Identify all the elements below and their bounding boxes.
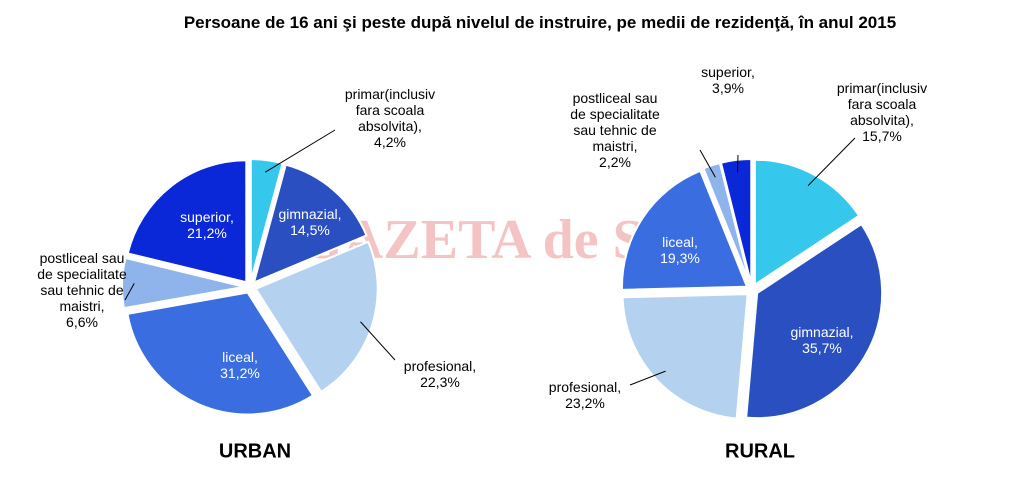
- pie-slice: [621, 293, 749, 420]
- leader-line: [629, 370, 666, 386]
- category-label: liceal,: [222, 349, 258, 365]
- category-label: profesional,: [403, 358, 477, 374]
- pie-slice: [745, 222, 884, 420]
- pie-slice: [702, 161, 752, 285]
- value-label: 31,2%: [220, 365, 260, 381]
- value-label: 15,7%: [862, 128, 902, 144]
- pie-slice: [252, 163, 368, 285]
- slice-label: profesional, 23,2%: [540, 379, 630, 411]
- leader-line: [124, 283, 135, 301]
- slice-label: primar(inclusiv fara scoala absolvita), 4…: [333, 86, 448, 150]
- value-label: 35,7%: [802, 340, 842, 356]
- pie-slice: [621, 169, 749, 291]
- slice-label: superior, 3,9%: [693, 64, 763, 96]
- pie-slice: [126, 291, 315, 416]
- slice-label: postliceal sau de specialitate sau tehni…: [565, 90, 665, 170]
- category-label: superior,: [701, 64, 755, 80]
- pie-title: RURAL: [725, 440, 795, 462]
- pie-slice: [254, 240, 379, 394]
- category-label: primar(inclusiv fara scoala absolvita),: [344, 86, 436, 134]
- category-label: liceal,: [662, 234, 698, 250]
- leader-line: [264, 129, 336, 173]
- pie-slice: [753, 158, 861, 287]
- category-label: postliceal sau de specialitate sau tehni…: [570, 90, 660, 154]
- slice-label: liceal, 31,2%: [200, 349, 280, 381]
- slice-label: profesional, 22,3%: [395, 358, 485, 390]
- value-label: 6,6%: [66, 314, 98, 330]
- slice-label: gimnazial, 14,5%: [265, 206, 355, 238]
- value-label: 2,2%: [599, 154, 631, 170]
- value-label: 3,9%: [712, 80, 744, 96]
- category-label: profesional,: [548, 379, 622, 395]
- leader-line: [699, 149, 716, 178]
- category-label: superior,: [180, 209, 234, 225]
- pie-slice: [126, 159, 248, 284]
- slice-label: postliceal sau de specialitate sau tehni…: [37, 250, 127, 330]
- pie-slice: [121, 256, 245, 310]
- slice-label: superior, 21,2%: [167, 209, 247, 241]
- chart-title: Persoane de 16 ani şi peste după nivelul…: [184, 13, 896, 32]
- pie-title: URBAN: [219, 440, 291, 462]
- category-label: gimnazial,: [278, 206, 342, 222]
- category-label: postliceal sau de specialitate sau tehni…: [37, 250, 127, 314]
- value-label: 19,3%: [660, 250, 700, 266]
- category-label: gimnazial,: [790, 324, 854, 340]
- slice-label: liceal, 19,3%: [645, 234, 715, 266]
- value-label: 14,5%: [290, 222, 330, 238]
- category-label: primar(inclusiv fara scoala absolvita),: [836, 80, 928, 128]
- leader-line: [360, 321, 396, 361]
- value-label: 21,2%: [187, 225, 227, 241]
- slice-label: primar(inclusiv fara scoala absolvita), 1…: [825, 80, 940, 144]
- slice-label: gimnazial, 35,7%: [777, 324, 867, 356]
- pie-slice: [719, 158, 753, 285]
- value-label: 4,2%: [374, 134, 406, 150]
- leader-line: [807, 137, 856, 186]
- pie-slice: [249, 158, 284, 282]
- value-label: 22,3%: [420, 374, 460, 390]
- value-label: 23,2%: [565, 395, 605, 411]
